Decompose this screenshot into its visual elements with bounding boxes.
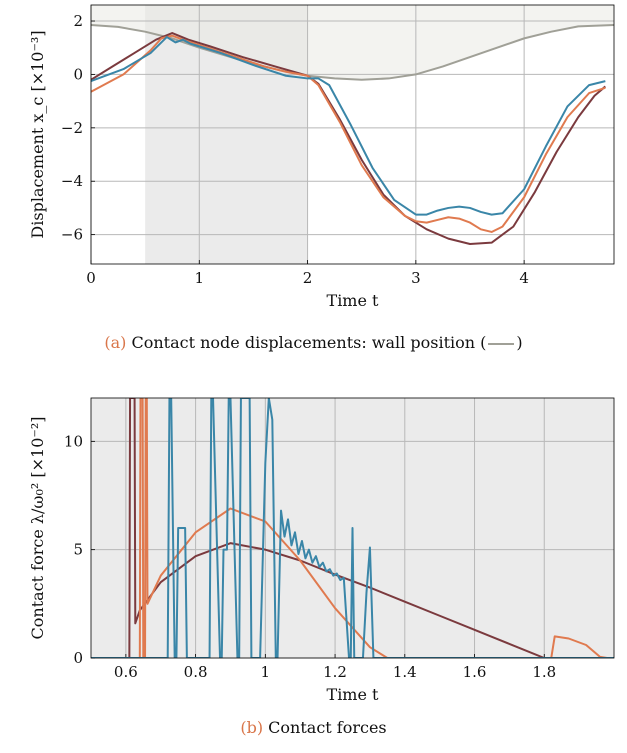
y-tick-label: 0 <box>73 649 83 667</box>
chart-displacement: 0 1 2 3 4 2 0 −2 −4 −6 Time t Displacement x_c [×10… <box>28 5 614 310</box>
x-axis-label: Time t <box>327 291 380 310</box>
x-tick-label: 2 <box>303 269 313 287</box>
caption-a-tag: (a) <box>104 333 126 352</box>
x-tick-label: 1.8 <box>532 663 556 681</box>
x-tick-label: 0.6 <box>114 663 138 681</box>
caption-b: (b) Contact forces <box>0 718 627 737</box>
x-tick-label: 1 <box>195 269 205 287</box>
y-tick-label: −6 <box>61 226 83 244</box>
y-tick-label: −4 <box>61 172 83 190</box>
x-tick-label: 1.6 <box>463 663 487 681</box>
x-tick-label: 1.2 <box>323 663 347 681</box>
wall-legend-swatch <box>486 339 516 349</box>
y-tick-label: −2 <box>61 119 83 137</box>
y-axis-label: Displacement x_c [×10⁻³] <box>28 30 47 238</box>
chart-contact-force: 0.6 0.8 1 1.2 1.4 1.6 1.8 10 5 0 Time t Contact for… <box>28 398 614 704</box>
x-tick-label: 0.8 <box>184 663 208 681</box>
x-tick-label: 1 <box>261 663 271 681</box>
caption-b-tag: (b) <box>240 718 263 737</box>
caption-a: (a) Contact node displacements: wall pos… <box>0 333 627 352</box>
x-axis-label: Time t <box>327 685 380 704</box>
y-tick-label: 2 <box>73 12 83 30</box>
y-axis-label: Contact force λ/ω₀² [×10⁻²] <box>28 417 47 640</box>
x-tick-label: 4 <box>519 269 529 287</box>
y-tick-label: 10 <box>64 432 83 450</box>
caption-a-text: Contact node displacements: wall positio… <box>131 333 486 352</box>
y-tick-label: 0 <box>73 65 83 83</box>
x-tick-label: 1.4 <box>393 663 417 681</box>
caption-a-end: ) <box>516 333 522 352</box>
caption-b-text: Contact forces <box>268 718 386 737</box>
x-tick-label: 3 <box>411 269 421 287</box>
x-tick-label: 0 <box>86 269 96 287</box>
y-tick-label: 5 <box>73 541 83 559</box>
